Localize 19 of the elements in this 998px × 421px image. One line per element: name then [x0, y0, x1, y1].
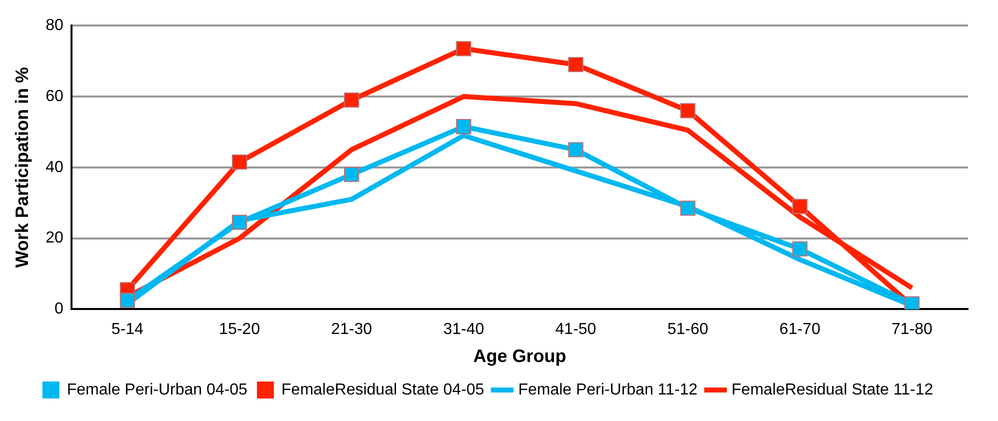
- y-tick-label: 80: [46, 17, 64, 34]
- x-tick-label: 71-80: [892, 321, 933, 338]
- x-tick-label: 61-70: [779, 321, 820, 338]
- x-tick-label: 31-40: [443, 321, 484, 338]
- x-tick-label: 41-50: [555, 321, 596, 338]
- legend-label: FemaleResidual State 04-05: [281, 381, 484, 398]
- x-tick-label: 21-30: [331, 321, 372, 338]
- y-tick-label: 20: [46, 230, 64, 247]
- y-tick-label: 0: [54, 300, 64, 318]
- x-tick-label: 5-14: [111, 321, 144, 338]
- x-tick-label: 15-20: [219, 321, 260, 338]
- legend-label: FemaleResidual State 11-12: [732, 381, 934, 398]
- y-axis-title: Work Participation in %: [12, 67, 32, 268]
- x-axis-title: Age Group: [473, 346, 566, 366]
- y-tick-label: 40: [46, 158, 64, 176]
- legend-label: Female Peri-Urban 11-12: [518, 381, 698, 398]
- legend-label: Female Peri-Urban 04-05: [66, 381, 248, 398]
- y-tick-label: 60: [46, 88, 64, 105]
- x-tick-label: 51-60: [667, 321, 708, 338]
